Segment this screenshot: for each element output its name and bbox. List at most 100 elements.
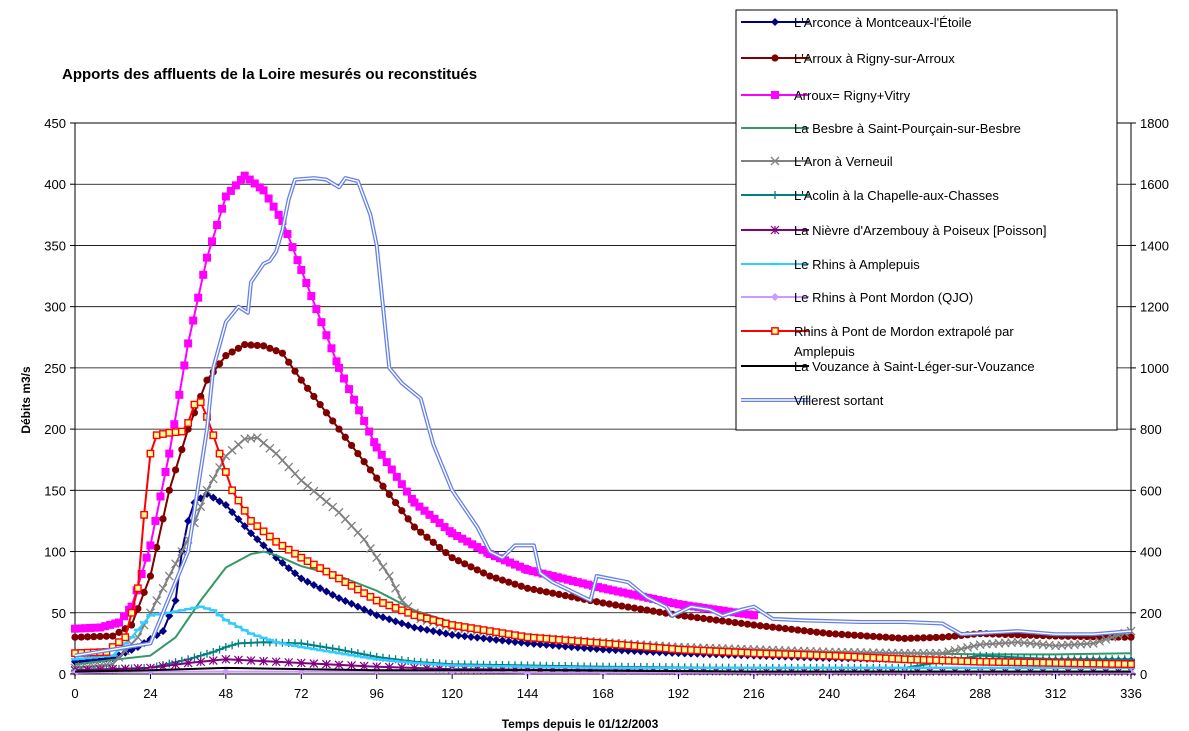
data-point <box>142 553 151 562</box>
data-point <box>153 543 161 552</box>
data-point <box>366 592 375 601</box>
data-point <box>161 467 170 476</box>
data-point <box>146 449 155 458</box>
data-point <box>674 645 683 654</box>
data-point <box>115 628 123 636</box>
legend-marker <box>771 18 779 26</box>
data-point <box>303 384 312 392</box>
data-point <box>505 578 513 586</box>
data-point <box>322 567 331 576</box>
data-point <box>353 655 362 658</box>
data-point <box>485 550 494 559</box>
data-point <box>1045 658 1054 667</box>
axes: 0 50 100 150 200 250 300 350 400 450 0 200 400 600 800… <box>44 116 1169 701</box>
data-point <box>429 627 438 636</box>
data-point <box>536 665 545 669</box>
data-point <box>976 666 985 670</box>
data-point <box>605 639 614 648</box>
y2-tick-label: 200 <box>1140 606 1162 621</box>
data-point <box>234 496 243 505</box>
data-point <box>819 629 827 637</box>
legend-label: Arroux= Rigny+Vitry <box>794 88 911 103</box>
data-point <box>448 529 457 538</box>
data-point <box>931 648 941 658</box>
data-point <box>165 486 173 494</box>
data-point <box>115 638 123 647</box>
data-point <box>636 666 645 670</box>
data-point <box>121 642 130 645</box>
data-point <box>384 571 394 581</box>
data-point <box>756 622 764 630</box>
data-point <box>190 400 199 409</box>
data-point <box>171 466 180 474</box>
data-point <box>76 624 85 633</box>
data-point <box>850 652 859 661</box>
data-point <box>215 360 224 368</box>
data-point <box>347 581 356 590</box>
data-point <box>340 374 349 383</box>
data-point <box>478 545 487 554</box>
data-point <box>963 666 972 670</box>
data-point <box>259 541 268 550</box>
data-point <box>81 624 90 633</box>
data-point <box>611 666 620 670</box>
data-point <box>355 406 364 415</box>
data-point <box>171 559 181 569</box>
data-point <box>288 243 297 252</box>
data-point <box>71 624 79 633</box>
data-point <box>372 611 381 620</box>
data-point <box>655 608 664 616</box>
data-point <box>379 599 387 607</box>
data-point <box>957 666 966 670</box>
data-point <box>511 580 519 588</box>
data-point <box>246 656 256 665</box>
data-point <box>156 492 165 501</box>
data-point <box>115 618 123 627</box>
data-point <box>335 363 343 372</box>
data-point <box>542 588 551 596</box>
data-point <box>1076 666 1085 670</box>
data-point <box>121 648 130 657</box>
data-point <box>215 645 224 654</box>
data-point <box>329 417 337 425</box>
data-point <box>208 237 217 246</box>
data-point <box>794 626 802 634</box>
data-point <box>1070 659 1079 668</box>
data-point <box>473 543 482 552</box>
x-tick-label: 264 <box>894 686 916 701</box>
data-point <box>203 607 211 610</box>
data-point <box>523 565 532 574</box>
y2-tick-label: 1200 <box>1140 300 1169 315</box>
data-point <box>548 665 557 669</box>
data-point <box>1020 666 1029 670</box>
data-point <box>1095 666 1104 670</box>
data-point <box>681 612 689 620</box>
data-point <box>291 644 299 648</box>
data-point <box>926 634 934 642</box>
data-point <box>775 666 783 670</box>
data-point <box>762 622 771 631</box>
data-point <box>240 522 249 531</box>
data-point <box>322 409 331 417</box>
data-point <box>485 635 494 644</box>
data-point <box>857 632 865 640</box>
data-point <box>932 656 941 665</box>
data-point <box>894 666 903 670</box>
data-point <box>580 666 589 669</box>
data-point <box>322 587 331 596</box>
data-point <box>882 633 890 641</box>
data-point <box>379 482 387 490</box>
data-point <box>416 612 425 621</box>
data-point <box>435 543 444 552</box>
data-point <box>1020 658 1029 667</box>
series-10 <box>74 666 1131 673</box>
data-point <box>391 498 400 507</box>
data-point <box>120 612 129 621</box>
y-tick-label: 400 <box>44 177 66 192</box>
data-point <box>199 270 208 279</box>
data-point <box>397 660 406 663</box>
data-point <box>353 585 362 594</box>
data-point <box>194 293 203 302</box>
data-point <box>170 420 179 429</box>
legend-label: La Besbre à Saint-Pourçain-sur-Besbre <box>794 121 1021 136</box>
